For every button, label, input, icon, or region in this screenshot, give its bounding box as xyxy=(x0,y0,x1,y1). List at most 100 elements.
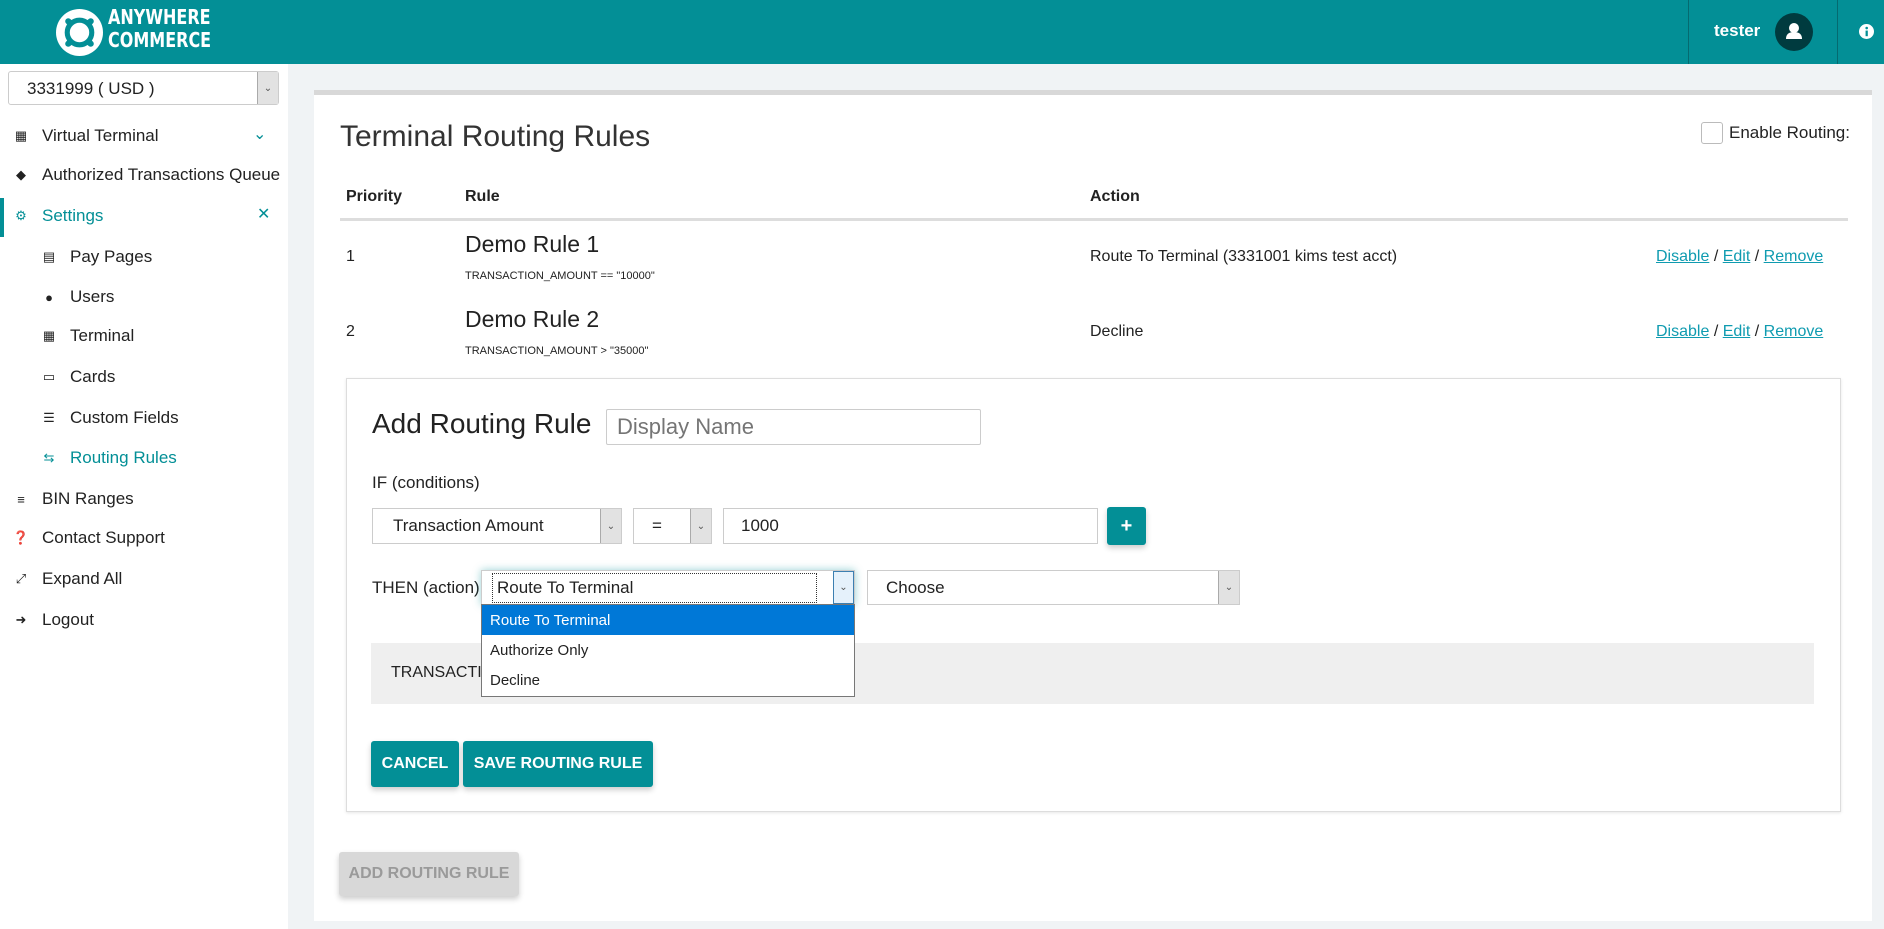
display-name-input[interactable] xyxy=(606,409,981,445)
account-select[interactable]: 3331999 ( USD ) ⌄ xyxy=(8,71,279,105)
operator-value: = xyxy=(652,516,662,535)
edit-link[interactable]: Edit xyxy=(1722,323,1751,340)
account-select-value: 3331999 ( USD ) xyxy=(27,79,155,98)
divider xyxy=(1688,0,1689,64)
disable-link[interactable]: Disable xyxy=(1656,323,1710,340)
brand-logo-text: ANYWHERE COMMERCE xyxy=(108,5,212,52)
rule-action: Route To Terminal (3331001 kims test acc… xyxy=(1090,248,1398,265)
sidebar-item-label: Pay Pages xyxy=(70,247,153,266)
cogs-icon: ⚙ xyxy=(15,208,27,223)
column-header-priority: Priority xyxy=(346,188,403,205)
add-rule-title: Add Routing Rule xyxy=(372,408,592,439)
sidebar-item-cards[interactable]: ▭ Cards xyxy=(40,362,116,392)
remove-link[interactable]: Remove xyxy=(1763,323,1824,340)
chevron-down-icon: ⌄ xyxy=(690,509,711,543)
exchange-icon: ⇆ xyxy=(43,450,55,465)
user-icon xyxy=(1786,23,1802,39)
sidebar-item-label: Terminal xyxy=(70,326,135,345)
condition-value-input[interactable]: 1000 xyxy=(723,508,1098,544)
sidebar-item-label: Routing Rules xyxy=(70,448,177,467)
user-avatar[interactable] xyxy=(1775,13,1813,51)
close-icon[interactable]: ✕ xyxy=(257,206,271,223)
sidebar-item-label: Contact Support xyxy=(42,528,165,547)
save-routing-rule-button[interactable]: SAVE ROUTING RULE xyxy=(463,741,653,787)
rule-action: Decline xyxy=(1090,323,1144,340)
enable-routing-label: Enable Routing: xyxy=(1729,123,1850,142)
sidebar-item-label: Custom Fields xyxy=(70,408,179,427)
rule-name: Demo Rule 2 xyxy=(465,306,600,332)
action-select[interactable]: Route To Terminal ⌄ xyxy=(481,570,855,605)
separator: / xyxy=(1713,323,1719,340)
sidebar-item-users[interactable]: ● Users xyxy=(40,282,114,312)
dropdown-option[interactable]: Authorize Only xyxy=(490,641,589,659)
chevron-down-icon: ⌄ xyxy=(1218,571,1239,604)
divider xyxy=(1837,0,1838,64)
sidebar-item-label: Expand All xyxy=(42,569,123,588)
question-circle-icon: ❓ xyxy=(12,530,30,545)
calculator-icon: ▦ xyxy=(14,128,28,143)
separator: / xyxy=(1713,248,1719,265)
action-select-value: Route To Terminal xyxy=(492,573,817,603)
sidebar-item-authorized-transactions-queue[interactable]: ◆ Authorized Transactions Queue xyxy=(12,160,280,190)
remove-link[interactable]: Remove xyxy=(1763,248,1824,265)
credit-card-icon: ▭ xyxy=(42,369,56,384)
sidebar-item-logout[interactable]: ➜ Logout xyxy=(12,605,94,635)
ticket-icon: ◆ xyxy=(16,167,26,182)
rule-condition: TRANSACTION_AMOUNT == "10000" xyxy=(465,270,655,282)
expand-icon: ⤢ xyxy=(15,571,27,586)
disable-link[interactable]: Disable xyxy=(1656,248,1710,265)
sidebar-item-custom-fields[interactable]: ☰ Custom Fields xyxy=(40,403,179,433)
sidebar-item-contact-support[interactable]: ❓ Contact Support xyxy=(12,523,165,553)
condition-field-select[interactable]: Transaction Amount ⌄ xyxy=(372,508,622,544)
enable-routing-checkbox[interactable] xyxy=(1701,122,1723,144)
rule-actions: Disable / Edit / Remove xyxy=(1656,248,1823,266)
sidebar-item-label: Settings xyxy=(42,206,104,225)
condition-value: 1000 xyxy=(741,516,779,535)
rule-summary-text: TRANSACTI xyxy=(391,664,482,681)
username[interactable]: tester xyxy=(1714,21,1761,40)
sidebar-item-bin-ranges[interactable]: ≡ BIN Ranges xyxy=(12,484,134,514)
sidebar: 3331999 ( USD ) ⌄ xyxy=(0,64,288,929)
sidebar-item-label: Cards xyxy=(70,367,116,386)
dropdown-option[interactable]: Route To Terminal xyxy=(482,605,854,635)
operator-select[interactable]: = ⌄ xyxy=(633,508,712,544)
sidebar-item-label: Virtual Terminal xyxy=(42,126,159,145)
table-header-divider xyxy=(340,218,1848,221)
target-terminal-select[interactable]: Choose ⌄ xyxy=(867,570,1240,605)
sidebar-item-virtual-terminal[interactable]: ▦ Virtual Terminal xyxy=(12,121,159,151)
then-label: THEN (action) xyxy=(372,578,480,597)
sidebar-item-routing-rules[interactable]: ⇆ Routing Rules xyxy=(40,443,177,473)
list-icon: ☰ xyxy=(43,410,55,425)
target-terminal-value: Choose xyxy=(886,577,945,597)
if-label: IF (conditions) xyxy=(372,473,480,492)
list-ol-icon: ≡ xyxy=(17,491,25,507)
info-icon[interactable] xyxy=(1859,24,1874,39)
active-indicator xyxy=(0,198,4,237)
sidebar-item-terminal[interactable]: ▦ Terminal xyxy=(40,321,134,351)
cancel-button[interactable]: CANCEL xyxy=(371,741,459,787)
page-title: Terminal Routing Rules xyxy=(340,120,651,153)
sidebar-item-expand-all[interactable]: ⤢ Expand All xyxy=(12,564,123,594)
dropdown-option[interactable]: Decline xyxy=(490,671,541,689)
rule-condition: TRANSACTION_AMOUNT > "35000" xyxy=(465,345,649,357)
sidebar-item-pay-pages[interactable]: ▤ Pay Pages xyxy=(40,242,152,272)
rule-priority: 2 xyxy=(346,323,355,340)
action-dropdown-list: Route To Terminal Authorize Only Decline xyxy=(481,604,855,697)
sidebar-item-label: Users xyxy=(70,287,115,306)
add-condition-button[interactable]: + xyxy=(1107,507,1146,545)
separator: / xyxy=(1754,248,1760,265)
edit-link[interactable]: Edit xyxy=(1722,248,1751,265)
sidebar-item-label: Authorized Transactions Queue xyxy=(42,165,281,184)
rule-priority: 1 xyxy=(346,248,355,265)
column-header-action: Action xyxy=(1090,188,1140,205)
calculator-icon: ▦ xyxy=(42,328,56,343)
sidebar-item-label: BIN Ranges xyxy=(42,489,134,508)
sidebar-item-settings[interactable]: ⚙ Settings xyxy=(12,201,103,231)
condition-field-value: Transaction Amount xyxy=(393,516,544,535)
sidebar-item-label: Logout xyxy=(42,610,94,629)
logo-icon xyxy=(56,9,103,56)
rule-name: Demo Rule 1 xyxy=(465,231,600,257)
add-routing-rule-button[interactable]: ADD ROUTING RULE xyxy=(339,852,519,896)
chevron-down-icon[interactable]: ⌄ xyxy=(253,126,267,143)
sign-out-icon: ➜ xyxy=(15,612,27,627)
